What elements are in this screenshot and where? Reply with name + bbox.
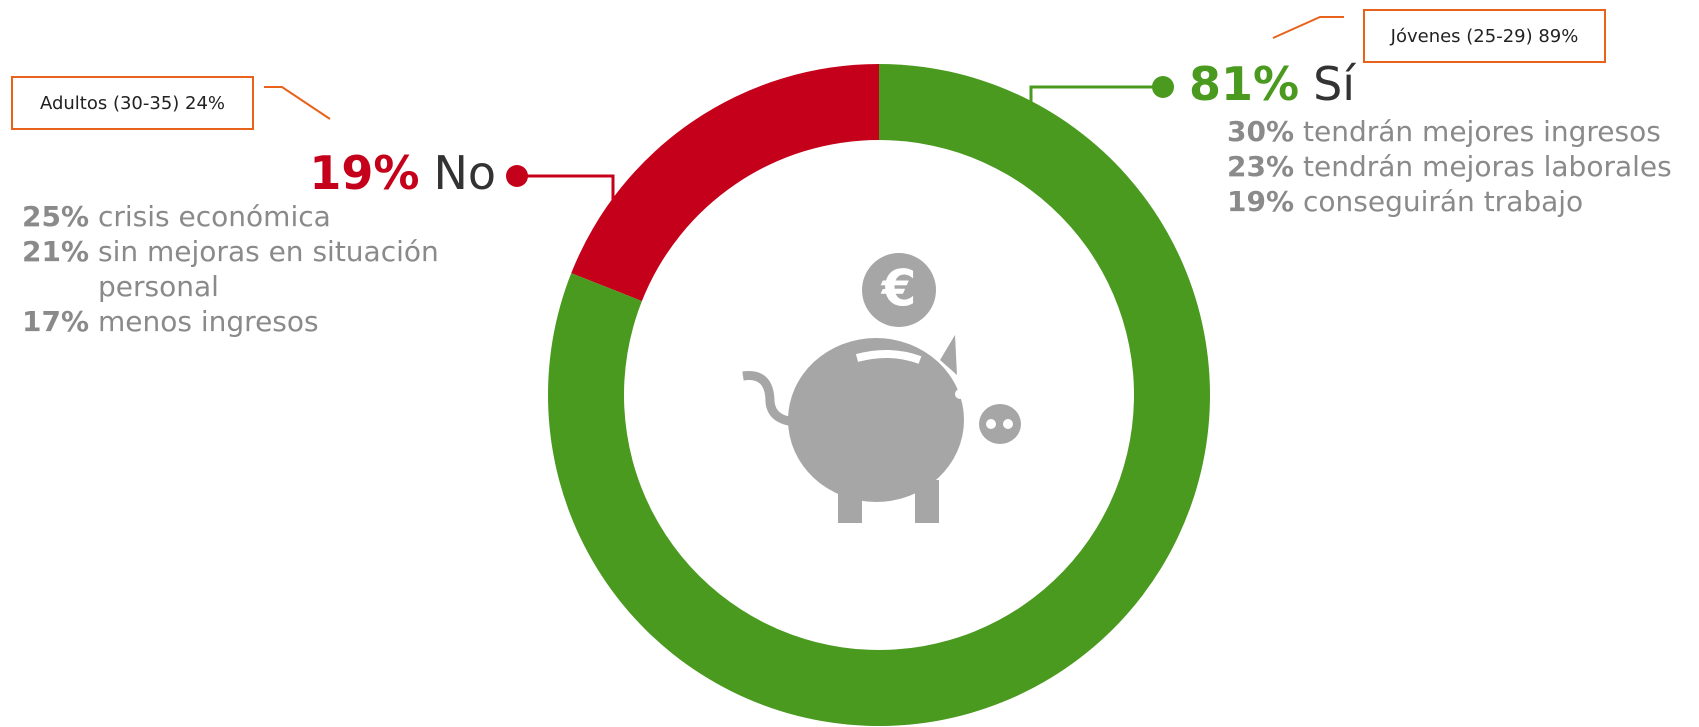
value-label: 19% bbox=[309, 146, 419, 200]
detail-text: tendrán mejoras laborales bbox=[1303, 150, 1672, 183]
segment-label: 81% Sí bbox=[1189, 57, 1356, 111]
detail-item: 25% crisis económica bbox=[22, 199, 482, 234]
leader-line bbox=[1029, 85, 1163, 103]
category-label: No bbox=[433, 146, 496, 200]
svg-text:€: € bbox=[881, 260, 917, 318]
detail-list: 30% tendrán mejores ingresos 23% tendrán me… bbox=[1227, 114, 1697, 219]
detail-item: 30% tendrán mejores ingresos bbox=[1227, 114, 1697, 149]
category-label: Sí bbox=[1313, 57, 1356, 111]
leader-dot bbox=[506, 165, 528, 187]
detail-item: 19% conseguirán trabajo bbox=[1227, 184, 1697, 219]
detail-value: 21% bbox=[22, 235, 90, 268]
annotation-line bbox=[264, 86, 331, 120]
detail-text: crisis económica bbox=[98, 200, 331, 233]
detail-value: 17% bbox=[22, 305, 90, 338]
detail-item: 23% tendrán mejoras laborales bbox=[1227, 149, 1697, 184]
annotation-line bbox=[1272, 16, 1344, 39]
detail-text: tendrán mejores ingresos bbox=[1303, 115, 1661, 148]
annotation: Adultos (30-35) 24% bbox=[11, 76, 254, 130]
value-label: 81% bbox=[1189, 57, 1299, 111]
detail-item: 21% sin mejoras en situación personal bbox=[22, 234, 482, 304]
annotation: Jóvenes (25-29) 89% bbox=[1363, 9, 1606, 63]
detail-value: 25% bbox=[22, 200, 90, 233]
detail-item: 17% menos ingresos bbox=[22, 304, 482, 339]
detail-text: conseguirán trabajo bbox=[1303, 185, 1584, 218]
detail-list: 25% crisis económica 21% sin mejoras en sit… bbox=[22, 199, 482, 339]
piggy-icon: € bbox=[742, 253, 1021, 523]
leader-line bbox=[517, 174, 615, 200]
donut-segment bbox=[571, 64, 879, 302]
detail-value: 19% bbox=[1227, 185, 1295, 218]
leader-dot bbox=[1152, 76, 1174, 98]
segment-label: 19% No bbox=[309, 146, 496, 200]
detail-value: 23% bbox=[1227, 150, 1295, 183]
detail-text: menos ingresos bbox=[98, 305, 319, 338]
detail-value: 30% bbox=[1227, 115, 1295, 148]
detail-text: sin mejoras en situación personal bbox=[98, 235, 439, 303]
